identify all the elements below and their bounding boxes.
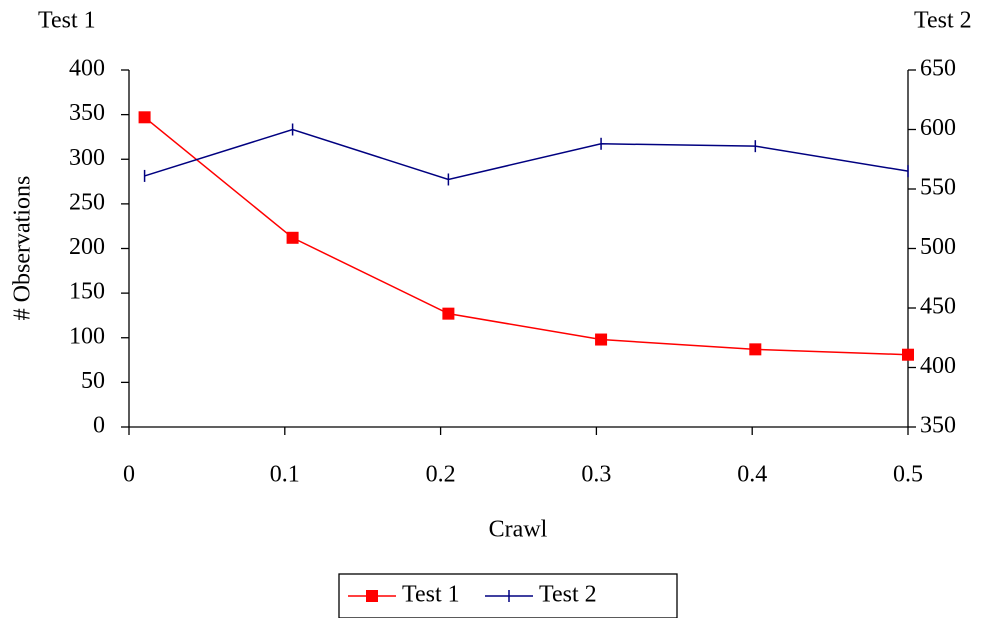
legend-label: Test 1 — [402, 582, 460, 608]
y2-tick-label: 550 — [920, 175, 956, 201]
marker — [902, 348, 914, 361]
x-tick-label: 0.1 — [270, 462, 300, 488]
y2-tick-label: 400 — [920, 353, 956, 379]
y-tick-label: 250 — [69, 189, 105, 215]
marker — [442, 307, 455, 320]
legend-label: Test 2 — [539, 582, 597, 608]
y-tick-label: 300 — [69, 145, 105, 171]
x-tick-label: 0.2 — [426, 462, 456, 488]
y-tick-label: 150 — [69, 279, 105, 305]
y2-tick-label: 650 — [920, 56, 956, 82]
x-tick-label: 0 — [123, 462, 135, 488]
y-tick-label: 100 — [69, 323, 105, 349]
y2-tick-label: 450 — [920, 294, 956, 320]
x-tick-label: 0.5 — [893, 462, 923, 488]
marker — [138, 111, 151, 124]
y-axis-label: # Observations — [10, 176, 36, 321]
marker — [595, 333, 608, 346]
marker — [286, 231, 299, 244]
marker — [366, 590, 378, 602]
marker — [749, 343, 762, 356]
x-tick-label: 0.3 — [581, 462, 611, 488]
x-axis-label: Crawl — [489, 517, 548, 543]
y-tick-label: 0 — [93, 413, 105, 439]
y-tick-label: 400 — [69, 56, 105, 82]
y-axis-title: Test 1 — [38, 8, 96, 34]
y2-axis-title: Test 2 — [914, 8, 972, 34]
y2-tick-label: 600 — [920, 115, 956, 141]
y-tick-label: 200 — [69, 234, 105, 260]
series-line — [144, 128, 909, 181]
series-line — [144, 116, 909, 356]
y-tick-label: 50 — [81, 368, 105, 394]
y2-tick-label: 350 — [920, 413, 956, 439]
x-tick-label: 0.4 — [737, 462, 767, 488]
y-tick-label: 350 — [69, 100, 105, 126]
y2-tick-label: 500 — [920, 234, 956, 260]
